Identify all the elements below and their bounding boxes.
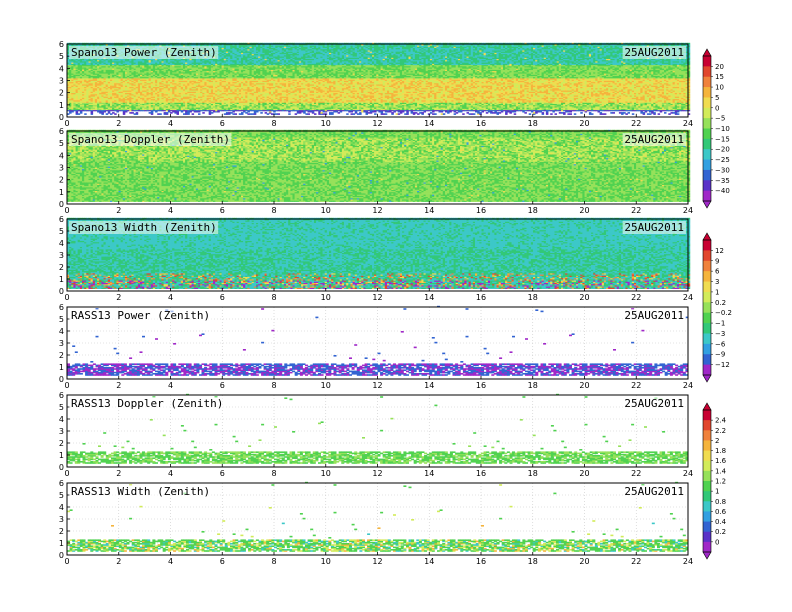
heatmap-cell	[78, 113, 81, 115]
heatmap-cell	[84, 113, 87, 115]
heatmap-cell	[131, 112, 134, 114]
heatmap-cell	[114, 113, 117, 115]
heatmap-cell	[136, 112, 139, 114]
